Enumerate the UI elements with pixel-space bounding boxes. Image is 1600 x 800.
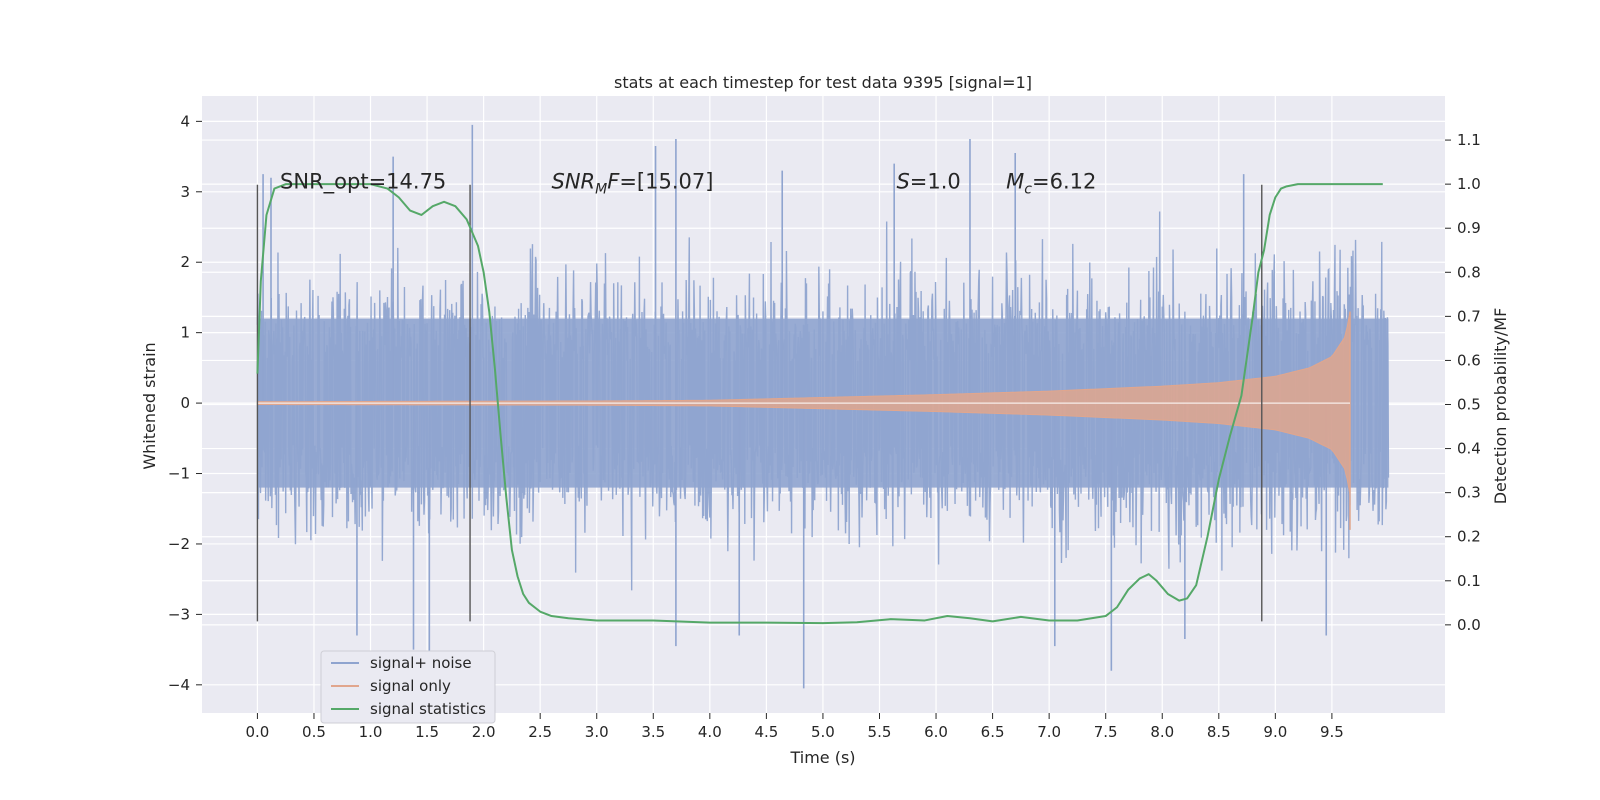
y-tick-label: −2	[168, 535, 190, 553]
x-tick-label: 1.5	[415, 723, 439, 741]
y2-axis-label: Detection probability/MF	[1491, 308, 1510, 505]
x-tick-label: 6.5	[981, 723, 1005, 741]
legend-label-signal-only: signal only	[370, 677, 451, 695]
legend-label-signal-noise: signal+ noise	[370, 654, 472, 672]
y2-tick-label: 0.6	[1457, 351, 1481, 369]
y-tick-label: −3	[168, 605, 190, 623]
y2-tick-label: 0.0	[1457, 616, 1481, 634]
y-tick-label: 4	[180, 112, 190, 130]
legend-box	[320, 650, 496, 724]
y-tick-label: 1	[180, 324, 190, 342]
annotations: SNR_opt=14.75 SNRMF=[15.07] S=1.0 Mc=6.12	[280, 169, 1096, 197]
y-axis-left: −4 −3 −2 −1 0 1 2 3 4	[168, 112, 202, 694]
y2-tick-label: 0.3	[1457, 484, 1481, 502]
y-tick-label: −1	[168, 465, 190, 483]
x-tick-label: 9.0	[1263, 723, 1287, 741]
annotation-text: Mc=6.12	[1006, 169, 1096, 197]
y-axis-right: 0.0 0.1 0.2 0.3 0.4 0.5 0.6 0.7 0.8 0.9 1.0 1.1	[1445, 131, 1481, 634]
y2-tick-label: 0.2	[1457, 528, 1481, 546]
chart-title: stats at each timestep for test data 939…	[614, 73, 1032, 92]
x-tick-label: 4.5	[754, 723, 778, 741]
x-tick-label: 5.5	[868, 723, 892, 741]
annotation-text: S=1.0	[896, 169, 960, 193]
x-tick-label: 3.0	[585, 723, 609, 741]
y2-tick-label: 0.1	[1457, 572, 1481, 590]
x-tick-label: 8.5	[1207, 723, 1231, 741]
annotation-text: SNRMF=[15.07]	[551, 169, 713, 197]
y-tick-label: −4	[168, 676, 190, 694]
x-axis: 0.0 0.5 1.0 1.5 2.0 2.5 3.0 3.5 4.0 4.5 5.0 5.5 6.0 6…	[245, 713, 1344, 741]
x-tick-label: 0.5	[302, 723, 326, 741]
y2-tick-label: 0.4	[1457, 440, 1481, 458]
y-tick-label: 0	[180, 394, 190, 412]
x-axis-label: Time (s)	[789, 748, 855, 767]
x-tick-label: 5.0	[811, 723, 835, 741]
y2-tick-label: 1.1	[1457, 131, 1481, 149]
signal-statistics-line	[256, 183, 1383, 625]
y2-tick-label: 0.7	[1457, 307, 1481, 325]
legend-label-signal-statistics: signal statistics	[370, 700, 486, 718]
x-tick-label: 2.0	[472, 723, 496, 741]
y-tick-label: 2	[180, 253, 190, 271]
x-tick-label: 0.0	[245, 723, 269, 741]
legend: signal+ noise signal only signal statist…	[320, 650, 496, 724]
x-tick-label: 4.0	[698, 723, 722, 741]
y2-tick-label: 0.9	[1457, 219, 1481, 237]
x-tick-label: 6.0	[924, 723, 948, 741]
y-axis-label: Whitened strain	[140, 342, 159, 469]
x-tick-label: 1.0	[359, 723, 383, 741]
y2-tick-label: 0.5	[1457, 396, 1481, 414]
x-tick-label: 8.0	[1150, 723, 1174, 741]
x-tick-label: 3.5	[641, 723, 665, 741]
series-signal-statistics	[256, 183, 1383, 625]
y-tick-label: 3	[180, 183, 190, 201]
series-signal-only	[256, 311, 1351, 530]
x-tick-label: 7.0	[1037, 723, 1061, 741]
annotation-text: SNR_opt=14.75	[280, 169, 446, 194]
y2-tick-label: 0.8	[1457, 263, 1481, 281]
y2-tick-label: 1.0	[1457, 175, 1481, 193]
x-tick-label: 7.5	[1094, 723, 1118, 741]
x-tick-label: 2.5	[528, 723, 552, 741]
x-tick-label: 9.5	[1320, 723, 1344, 741]
